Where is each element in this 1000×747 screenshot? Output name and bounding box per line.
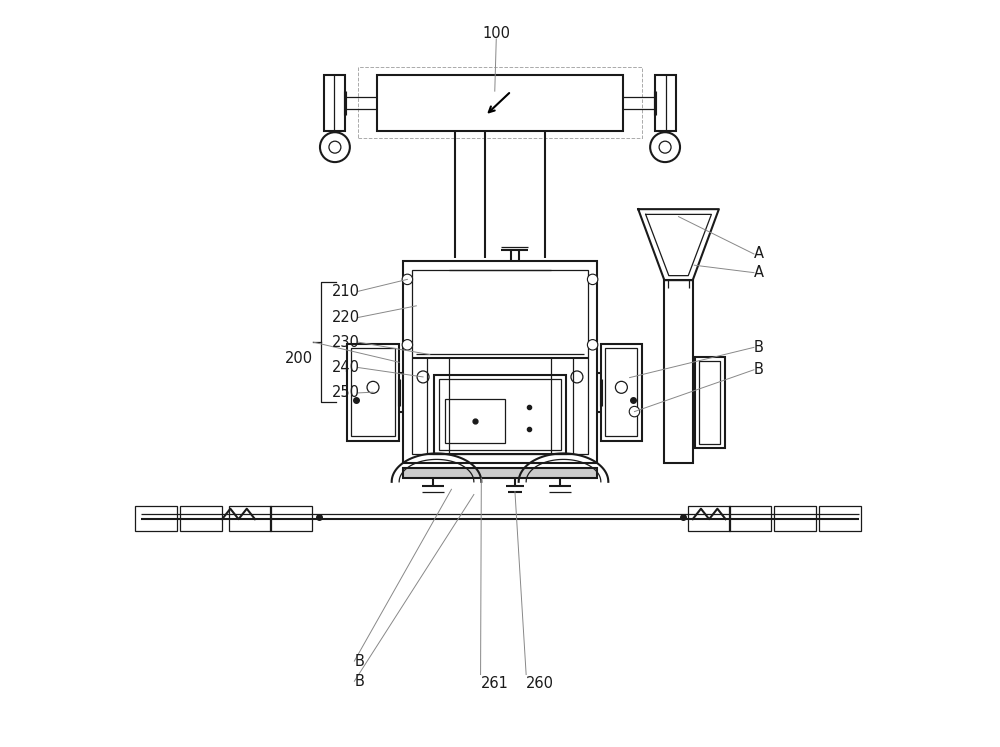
Text: 200: 200	[285, 351, 313, 366]
Circle shape	[417, 371, 429, 383]
Circle shape	[615, 381, 627, 393]
Circle shape	[402, 340, 413, 350]
Text: 260: 260	[526, 676, 554, 691]
FancyBboxPatch shape	[403, 468, 597, 478]
Circle shape	[367, 381, 379, 393]
Circle shape	[629, 406, 640, 417]
Text: 100: 100	[482, 26, 510, 41]
Circle shape	[650, 132, 680, 162]
Text: B: B	[754, 340, 764, 355]
Text: A: A	[754, 265, 764, 280]
Circle shape	[571, 371, 583, 383]
Circle shape	[320, 132, 350, 162]
Circle shape	[659, 141, 671, 153]
Circle shape	[402, 274, 413, 285]
Text: 210: 210	[332, 284, 360, 299]
Text: 261: 261	[481, 676, 508, 691]
Text: 240: 240	[332, 360, 360, 375]
Circle shape	[329, 141, 341, 153]
Circle shape	[587, 274, 598, 285]
Text: 220: 220	[332, 310, 360, 325]
Text: B: B	[754, 362, 764, 377]
Circle shape	[587, 340, 598, 350]
Text: A: A	[754, 247, 764, 261]
Text: B: B	[354, 654, 364, 669]
Text: 250: 250	[332, 385, 360, 400]
Text: B: B	[354, 674, 364, 689]
Text: 230: 230	[332, 335, 360, 350]
